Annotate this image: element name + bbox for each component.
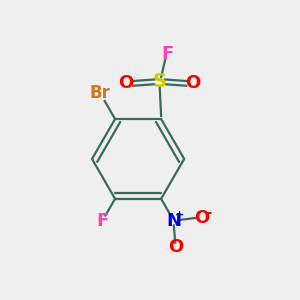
Text: Br: Br (90, 84, 111, 102)
Text: S: S (153, 72, 167, 92)
Text: O: O (194, 209, 210, 227)
Text: F: F (96, 212, 109, 230)
Text: O: O (186, 74, 201, 92)
Text: -: - (206, 206, 212, 220)
Text: O: O (168, 238, 183, 256)
Text: +: + (175, 210, 184, 220)
Text: N: N (166, 212, 181, 230)
Text: F: F (161, 45, 173, 63)
Text: O: O (118, 74, 134, 92)
